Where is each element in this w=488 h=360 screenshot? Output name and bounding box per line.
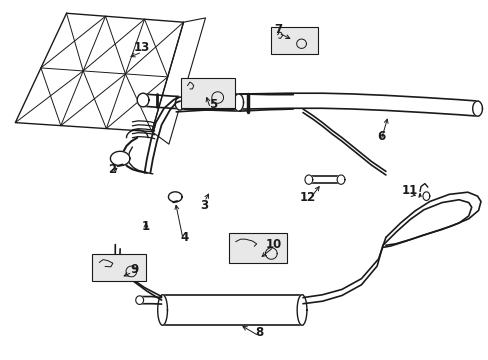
Text: 4: 4 [181, 231, 189, 244]
Text: 12: 12 [299, 192, 315, 204]
Polygon shape [472, 101, 482, 116]
Polygon shape [233, 94, 243, 111]
Bar [228, 233, 287, 263]
Polygon shape [136, 296, 143, 305]
Text: 3: 3 [200, 199, 208, 212]
Polygon shape [305, 175, 312, 184]
Text: 10: 10 [265, 238, 281, 251]
Polygon shape [178, 94, 239, 111]
Bar [181, 78, 234, 108]
Text: 8: 8 [254, 326, 263, 339]
Text: 13: 13 [134, 41, 150, 54]
Polygon shape [161, 295, 303, 325]
Polygon shape [126, 266, 137, 277]
Text: 6: 6 [376, 130, 385, 144]
Polygon shape [211, 92, 223, 103]
Text: 11: 11 [401, 184, 418, 197]
Polygon shape [15, 13, 183, 132]
Text: 1: 1 [142, 220, 150, 233]
Bar [92, 254, 146, 281]
Text: 2: 2 [107, 163, 116, 176]
Polygon shape [168, 192, 182, 202]
Polygon shape [296, 39, 306, 48]
Bar [271, 27, 317, 54]
Text: 5: 5 [208, 98, 217, 111]
Polygon shape [336, 175, 344, 184]
Polygon shape [152, 18, 205, 144]
Text: 7: 7 [274, 23, 282, 36]
Text: 9: 9 [130, 263, 139, 276]
Polygon shape [297, 295, 306, 325]
Polygon shape [422, 192, 429, 201]
Polygon shape [175, 97, 184, 110]
Polygon shape [110, 151, 130, 166]
Polygon shape [265, 248, 277, 259]
Polygon shape [137, 93, 149, 107]
Polygon shape [158, 295, 167, 325]
